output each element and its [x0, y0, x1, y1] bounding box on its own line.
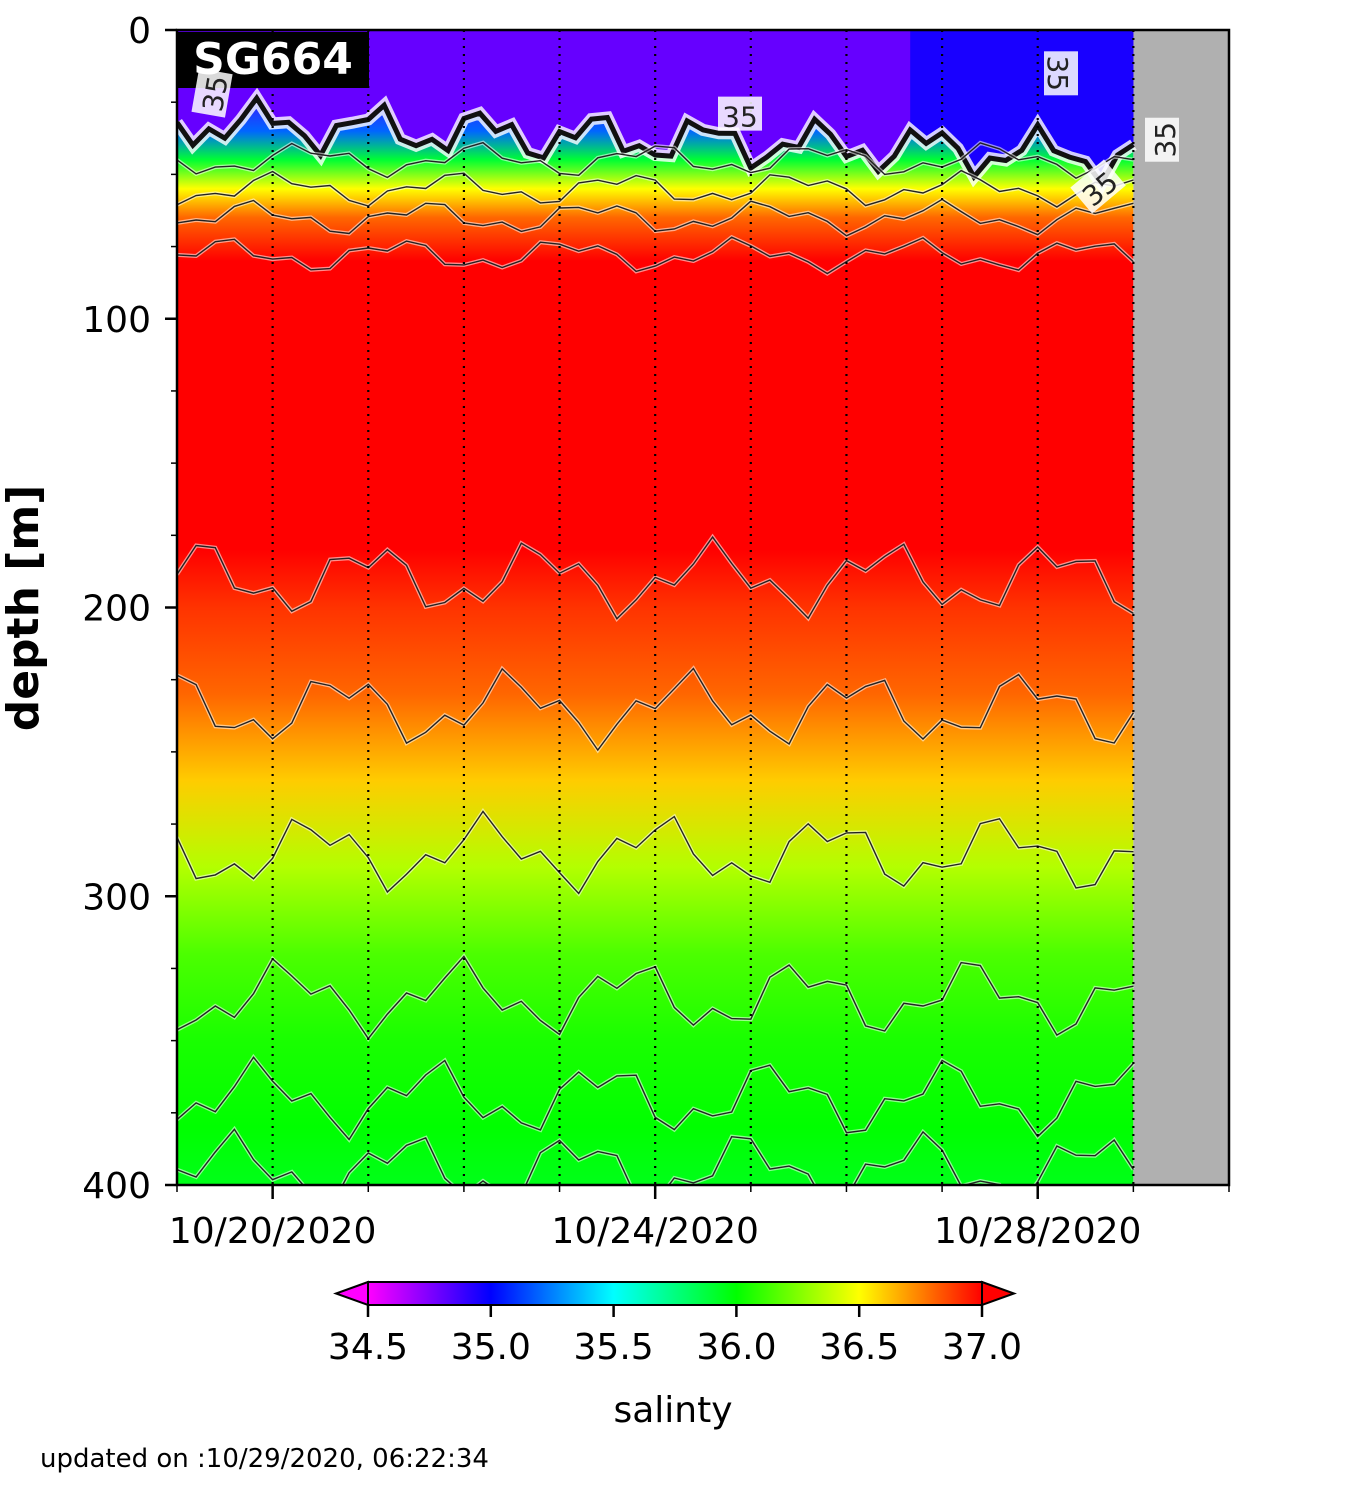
- contour-line: [177, 1128, 1134, 1185]
- x-tick-label: 10/24/2020: [551, 1211, 759, 1252]
- contour-label: 35: [1149, 122, 1182, 158]
- no-data-region: [1133, 30, 1229, 1185]
- y-axis: 0 100 200 300 400: [82, 11, 177, 1207]
- contour-line: [177, 236, 1134, 275]
- colorbar-extend-low: [333, 1280, 369, 1307]
- contour-label-bg: [1144, 117, 1179, 162]
- y-tick-label: 200: [82, 589, 151, 630]
- contour-line: [177, 169, 1134, 208]
- colorbar-tick-label: 35.5: [574, 1327, 654, 1368]
- x-tick-label: 10/20/2020: [169, 1211, 377, 1252]
- contour-line: [177, 1056, 1134, 1141]
- colorbar: 34.5 35.0 35.5 36.0 36.5 37.0: [328, 1280, 1022, 1368]
- colorbar-tick-label: 36.5: [819, 1327, 899, 1368]
- day-gridlines: [271, 30, 1135, 1185]
- colorbar-body: [367, 1281, 983, 1306]
- colorbar-tick-label: 34.5: [328, 1327, 408, 1368]
- y-tick-label: 300: [82, 877, 151, 918]
- x-tick-label: 10/28/2020: [934, 1211, 1142, 1252]
- contour-label: 35: [722, 101, 758, 134]
- contour-line: [177, 667, 1134, 752]
- colorbar-label: salinty: [613, 1390, 732, 1431]
- colorbar-tick-label: 36.0: [696, 1327, 776, 1368]
- contour-line: [177, 535, 1134, 620]
- colorbar-extend-high: [981, 1280, 1017, 1307]
- platform-badge: SG664: [177, 32, 369, 88]
- y-axis-label: depth [m]: [0, 485, 49, 732]
- y-tick-label: 0: [128, 11, 151, 52]
- plot-area: [177, 30, 1229, 1185]
- contour-line: [177, 141, 1134, 180]
- contour-label-bg: [718, 96, 762, 131]
- contour-label: 35: [1041, 55, 1074, 91]
- contour-label: 35: [196, 73, 235, 114]
- colorbar-tick-label: 35.0: [451, 1327, 531, 1368]
- y-tick-label: 400: [82, 1166, 151, 1207]
- colorbar-tick-label: 37.0: [942, 1327, 1022, 1368]
- x-axis: 10/20/2020 10/24/2020 10/28/2020: [169, 1185, 1230, 1252]
- y-tick-label: 100: [82, 300, 151, 341]
- updated-timestamp: updated on :10/29/2020, 06:22:34: [40, 1444, 489, 1474]
- contour-label-bg: [1070, 159, 1126, 214]
- contour-label-bg: [1044, 51, 1078, 96]
- contour-line: [177, 810, 1134, 895]
- contour-label-bg: [191, 68, 233, 118]
